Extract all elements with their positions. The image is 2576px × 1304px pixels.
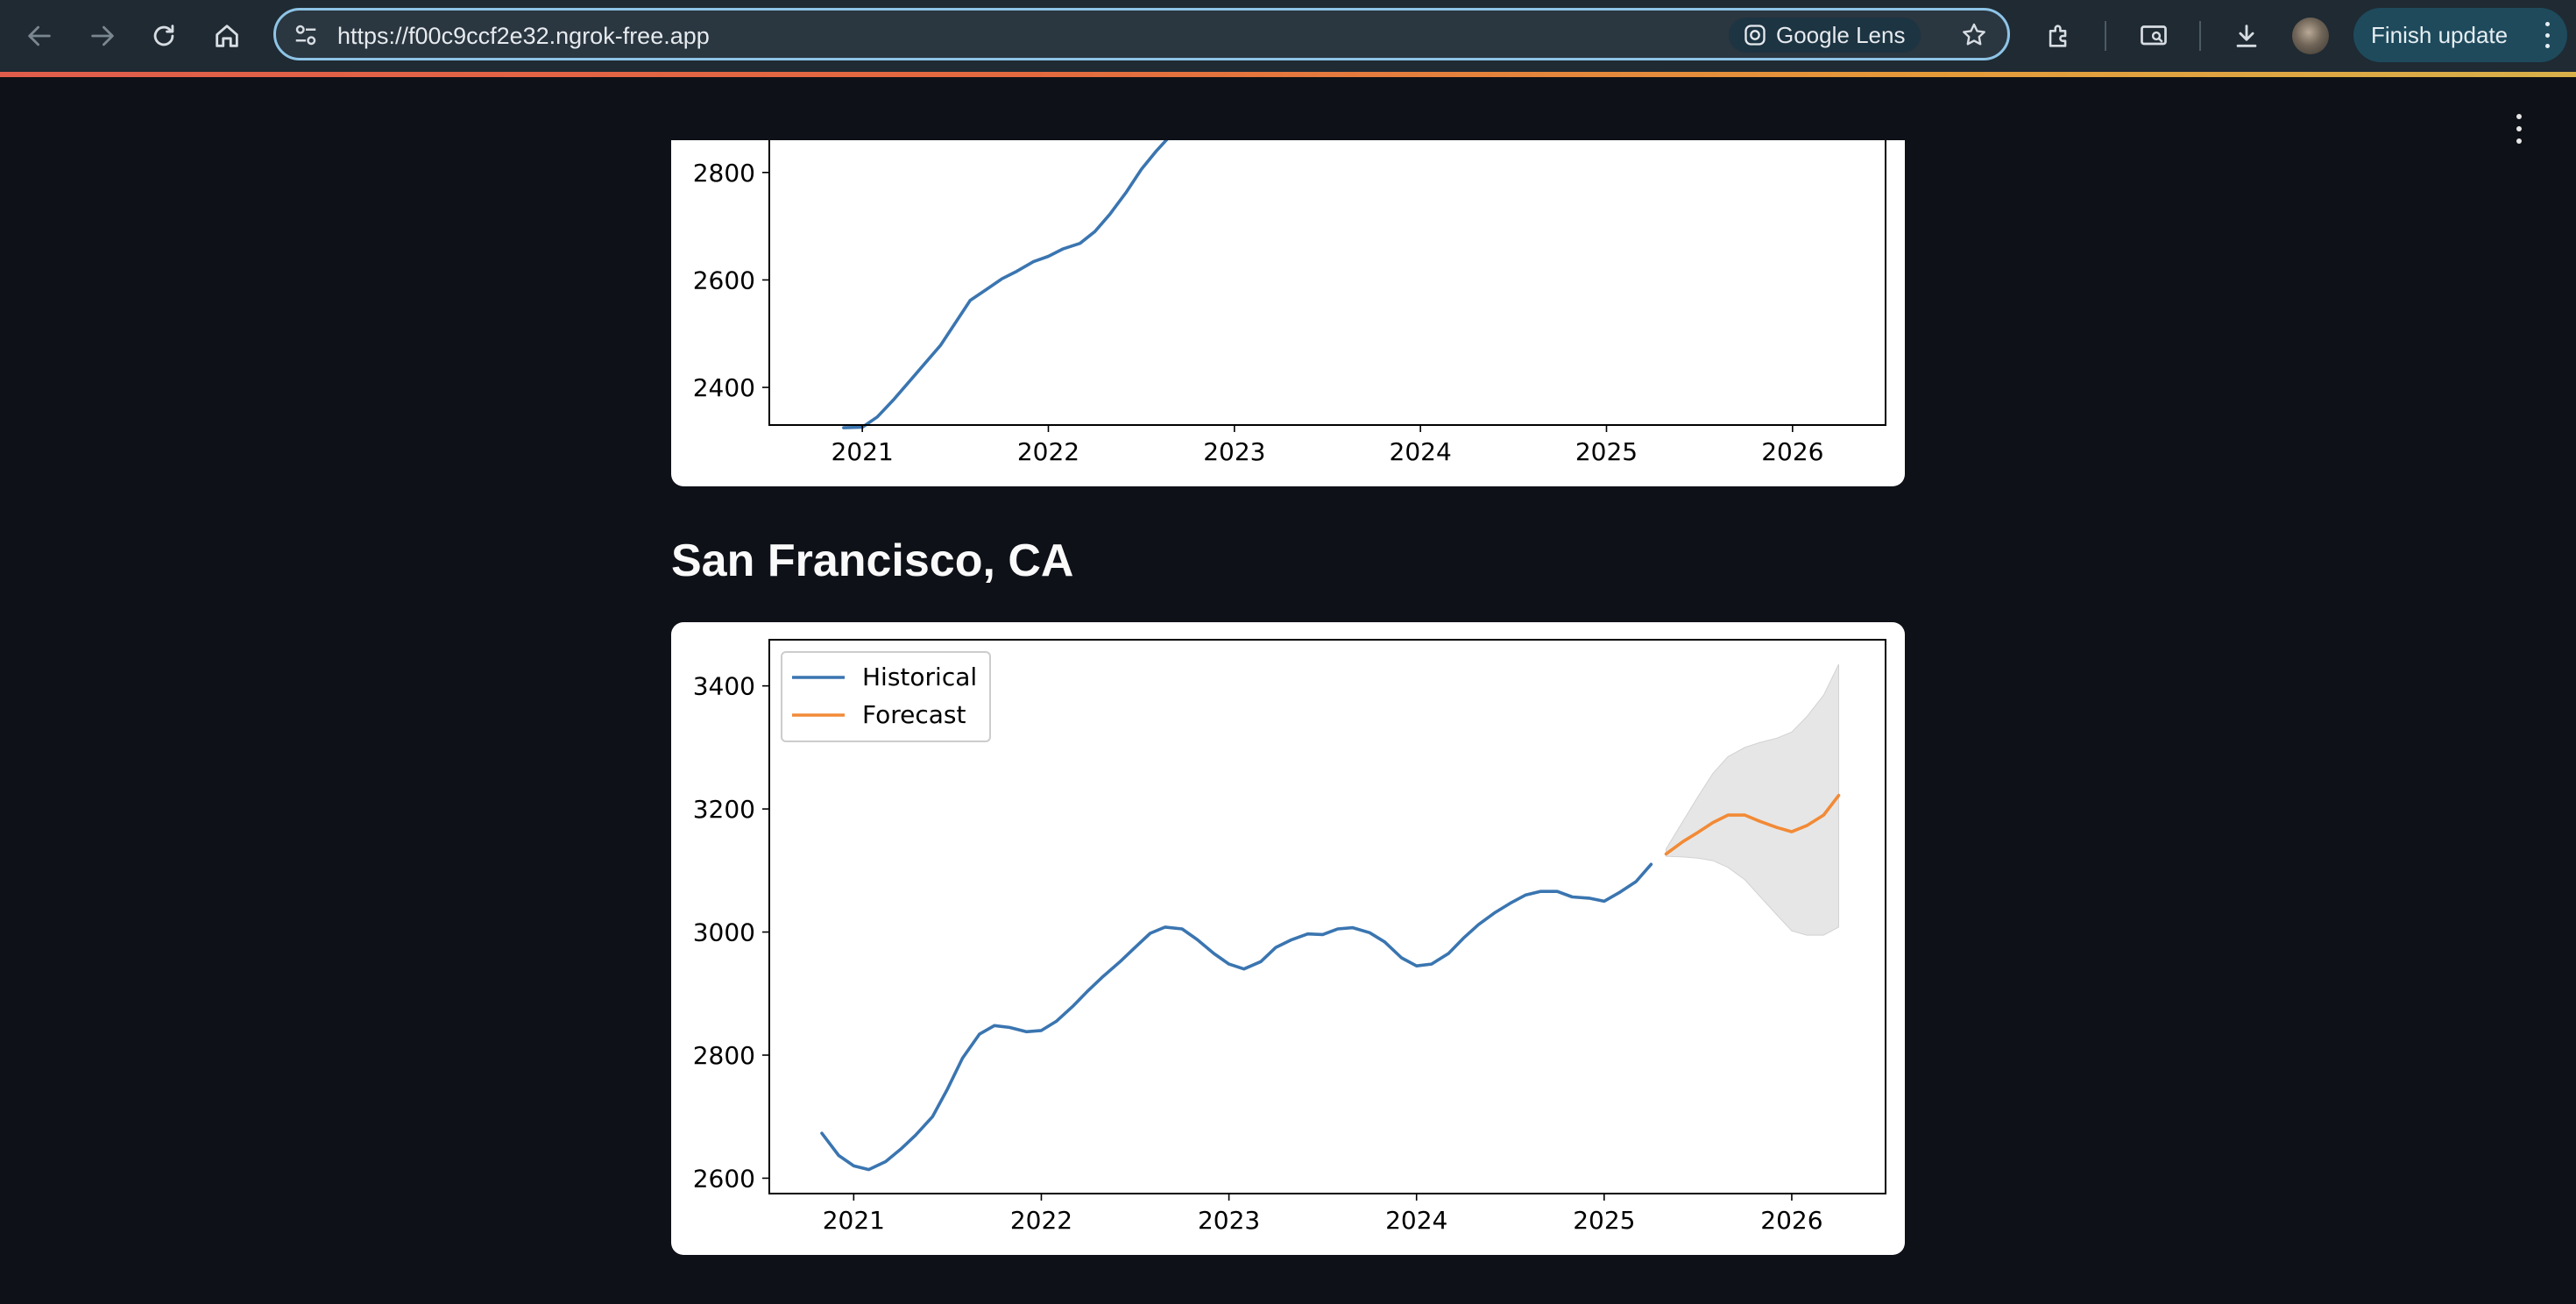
home-button[interactable] [205,14,249,58]
google-lens-label: Google Lens [1776,21,1906,48]
arrow-right-icon [91,25,114,46]
chart-card-san-francisco: 2021 2022 2023 2024 2025 2026 2600 2800 3000 3200… [671,622,1905,1255]
browser-toolbar: https://f00c9ccf2e32.ngrok-free.app Goog… [0,0,2576,72]
screen-search-icon [2141,25,2167,46]
downloads-button[interactable] [2226,15,2268,57]
x-tick-label: 2024 [1390,437,1452,466]
download-icon [2236,25,2257,47]
x-tick-label: 2023 [1203,437,1265,466]
legend-label-forecast: Forecast [862,700,966,729]
app-main-menu-button[interactable] [2506,114,2532,144]
legend-box [781,651,991,742]
x-tick-label: 2024 [1385,1206,1447,1235]
puzzle-icon [2049,25,2067,47]
toolbar-divider [2105,21,2106,51]
tune-icon [295,25,316,46]
site-info-button[interactable] [292,21,320,49]
y-tick-label: 3200 [693,795,755,824]
y-tick-label: 2800 [693,1041,755,1070]
axes-frame [768,140,1886,426]
forecast-chart-previous: 2021 2022 2023 2024 2025 2026 2400 2600 2800 [693,140,1886,466]
x-tick-label: 2025 [1575,437,1638,466]
x-tick-label: 2026 [1761,437,1823,466]
profile-avatar[interactable] [2292,18,2329,54]
y-tick-label: 2800 [693,159,755,188]
forecast-chart-san-francisco: 2021 2022 2023 2024 2025 2026 2600 2800 3000 3200… [693,639,1886,1235]
forward-button[interactable] [81,14,124,58]
home-icon [216,25,238,47]
section-title-san-francisco: San Francisco, CA [671,535,1074,586]
update-accent-line [0,72,2576,77]
google-lens-button[interactable]: Google Lens [1729,18,1921,53]
y-tick-label: 3400 [693,672,755,701]
camera-lens-icon [1744,25,1766,46]
axes-frame [768,639,1886,1194]
x-tick-label: 2022 [1017,437,1079,466]
toolbar-divider [2199,21,2201,51]
finish-update-label: Finish update [2371,21,2509,48]
arrow-left-icon [28,25,51,46]
star-icon [1963,23,1985,46]
y-tick-label: 2400 [693,373,755,402]
extensions-button[interactable] [2038,15,2080,57]
historical-series-line [842,140,1169,429]
x-tick-label: 2021 [823,1206,885,1235]
side-panel-search-button[interactable] [2133,15,2175,57]
legend-label-historical: Historical [862,663,977,691]
x-tick-label: 2023 [1198,1206,1260,1235]
forecast-series-line [1664,793,1841,856]
historical-series-line [820,862,1653,1172]
bookmark-button[interactable] [1955,16,1993,54]
x-tick-label: 2022 [1010,1206,1072,1235]
x-tick-label: 2021 [832,437,894,466]
y-tick-label: 3000 [693,918,755,947]
more-vert-icon [2543,22,2551,48]
x-tick-label: 2025 [1573,1206,1635,1235]
reload-icon [153,25,174,46]
url-text[interactable]: https://f00c9ccf2e32.ngrok-free.app [337,23,710,49]
x-tick-label: 2026 [1760,1206,1822,1235]
reload-button[interactable] [142,14,186,58]
chart-card-previous: 2021 2022 2023 2024 2025 2026 2400 2600 2800 [671,140,1905,486]
y-tick-label: 2600 [693,1164,755,1193]
address-bar[interactable]: https://f00c9ccf2e32.ngrok-free.app Goog… [273,8,2010,60]
back-button[interactable] [18,14,61,58]
y-tick-label: 2600 [693,266,755,294]
finish-update-button[interactable]: Finish update [2353,8,2567,62]
forecast-confidence-band [1665,663,1839,936]
